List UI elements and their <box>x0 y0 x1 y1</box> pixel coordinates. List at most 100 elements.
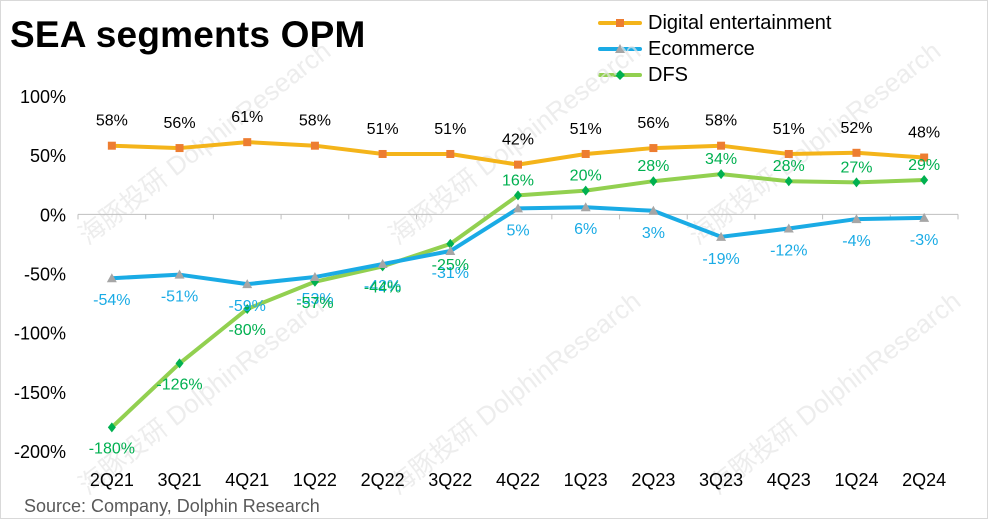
data-label-dfs: -25% <box>432 257 469 274</box>
watermark-text: 海豚投研 DolphinResearch <box>73 285 336 500</box>
data-label-ecommerce: -53% <box>296 291 333 308</box>
legend-label-ecommerce: Ecommerce <box>648 37 755 60</box>
data-label-digital-entertainment: 51% <box>773 121 805 138</box>
y-tick-label: 100% <box>20 87 66 107</box>
legend-item-digital-entertainment: Digital entertainment <box>598 10 831 36</box>
data-point-digital-entertainment <box>243 138 252 147</box>
data-label-ecommerce: -51% <box>161 289 198 306</box>
legend-label-digital-entertainment: Digital entertainment <box>648 11 832 34</box>
data-point-digital-entertainment <box>175 144 184 153</box>
data-label-digital-entertainment: 51% <box>434 121 466 138</box>
data-point-digital-entertainment <box>446 149 455 158</box>
x-tick-label: 4Q21 <box>225 470 269 490</box>
data-label-digital-entertainment: 56% <box>637 115 669 132</box>
data-label-dfs: 28% <box>773 158 805 175</box>
data-point-dfs <box>920 175 929 186</box>
x-tick-label: 4Q23 <box>767 470 811 490</box>
x-tick-label: 2Q24 <box>902 470 946 490</box>
data-point-ecommerce <box>377 259 388 269</box>
data-label-dfs: -57% <box>296 295 333 312</box>
data-point-dfs <box>107 422 116 433</box>
data-point-ecommerce <box>648 205 659 215</box>
data-label-digital-entertainment: 61% <box>231 109 263 126</box>
data-point-dfs <box>243 304 252 314</box>
legend-swatch-dfs <box>598 65 642 85</box>
data-label-ecommerce: -59% <box>229 298 266 315</box>
data-point-dfs <box>446 238 455 249</box>
data-point-dfs <box>649 176 658 187</box>
data-point-digital-entertainment <box>717 141 726 150</box>
chart-title: SEA segments OPM <box>10 14 366 55</box>
data-label-dfs: -126% <box>156 376 202 393</box>
data-label-digital-entertainment: 58% <box>96 113 128 130</box>
legend-item-dfs: DFS <box>598 62 831 88</box>
data-point-dfs <box>514 190 522 201</box>
y-tick-label: -200% <box>14 442 66 462</box>
data-label-dfs: -80% <box>229 322 266 339</box>
data-point-digital-entertainment <box>514 160 522 169</box>
data-point-ecommerce <box>919 212 930 222</box>
data-label-dfs: 20% <box>570 168 602 185</box>
data-label-digital-entertainment: 51% <box>570 121 602 138</box>
data-label-dfs: -180% <box>89 440 135 457</box>
data-label-dfs: 16% <box>502 172 534 189</box>
y-tick-label: 0% <box>40 205 66 225</box>
legend-item-ecommerce: Ecommerce <box>598 36 831 62</box>
data-point-dfs <box>717 169 726 180</box>
data-label-ecommerce: -12% <box>770 243 807 260</box>
data-label-dfs: -44% <box>364 279 401 296</box>
data-point-dfs <box>784 176 793 187</box>
data-point-ecommerce <box>106 273 117 283</box>
data-point-ecommerce <box>851 214 862 224</box>
data-point-digital-entertainment <box>852 148 861 157</box>
legend-swatch-digital-entertainment <box>598 13 642 33</box>
data-label-digital-entertainment: 58% <box>299 113 331 130</box>
data-point-ecommerce <box>580 202 591 212</box>
data-label-ecommerce: 5% <box>506 222 529 239</box>
x-tick-label: 2Q21 <box>90 470 134 490</box>
data-point-ecommerce <box>174 269 185 279</box>
data-label-ecommerce: -54% <box>93 292 130 309</box>
data-point-dfs <box>852 177 861 188</box>
y-tick-label: -150% <box>14 383 66 403</box>
x-tick-label: 4Q22 <box>496 470 540 490</box>
y-tick-label: 50% <box>30 146 66 166</box>
x-tick-label: 3Q22 <box>428 470 472 490</box>
data-point-digital-entertainment <box>784 149 793 158</box>
data-point-digital-entertainment <box>107 141 116 150</box>
data-point-ecommerce <box>783 223 794 233</box>
data-point-dfs <box>581 185 590 196</box>
watermark-text: 海豚投研 DolphinResearch <box>703 285 966 500</box>
data-label-digital-entertainment: 58% <box>705 113 737 130</box>
data-label-dfs: 27% <box>840 159 872 176</box>
y-tick-label: -100% <box>14 324 66 344</box>
watermark-text: 海豚投研 DolphinResearch <box>383 285 646 500</box>
legend-label-dfs: DFS <box>648 63 688 86</box>
x-tick-label: 2Q22 <box>361 470 405 490</box>
data-point-ecommerce <box>242 279 253 289</box>
data-label-digital-entertainment: 48% <box>908 125 940 142</box>
data-point-digital-entertainment <box>649 144 658 153</box>
data-label-dfs: 28% <box>637 158 669 175</box>
data-label-ecommerce: 3% <box>642 225 665 242</box>
data-label-digital-entertainment: 52% <box>840 120 872 137</box>
data-label-dfs: 29% <box>908 157 940 174</box>
x-tick-label: 3Q21 <box>158 470 202 490</box>
data-point-digital-entertainment <box>920 153 929 162</box>
data-point-ecommerce <box>445 246 456 256</box>
data-label-ecommerce: -4% <box>842 233 870 250</box>
data-label-ecommerce: -19% <box>702 251 739 268</box>
data-point-digital-entertainment <box>581 149 590 158</box>
data-point-digital-entertainment <box>378 149 387 158</box>
data-point-ecommerce <box>716 231 727 241</box>
data-label-digital-entertainment: 56% <box>164 115 196 132</box>
data-point-ecommerce <box>309 272 320 282</box>
data-label-digital-entertainment: 51% <box>367 121 399 138</box>
chart-legend: Digital entertainment Ecommerce DFS <box>598 10 831 88</box>
x-tick-label: 2Q23 <box>631 470 675 490</box>
x-tick-label: 3Q23 <box>699 470 743 490</box>
data-label-ecommerce: -31% <box>432 265 469 282</box>
legend-swatch-ecommerce <box>598 39 642 59</box>
data-label-ecommerce: 6% <box>574 221 597 238</box>
